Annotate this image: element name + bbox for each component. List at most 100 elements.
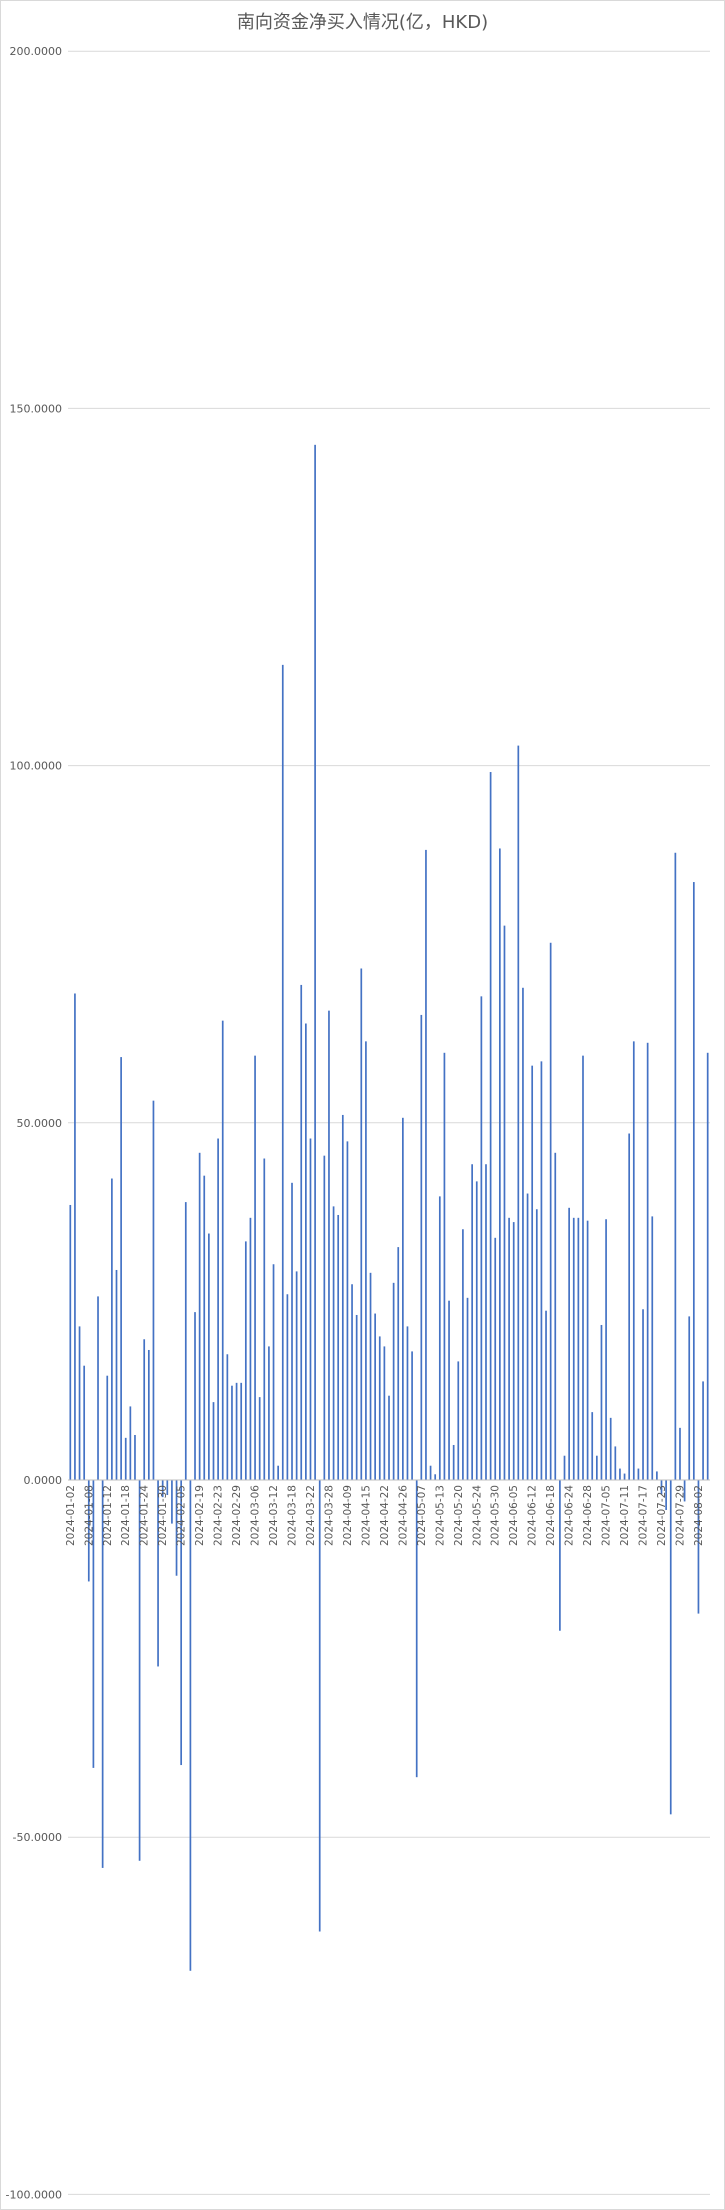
bar — [120, 1057, 122, 1480]
bar — [554, 1152, 557, 1480]
x-tick-label: 2024-06-18 — [545, 1485, 557, 1546]
bar — [341, 1114, 344, 1480]
bar — [143, 1339, 146, 1480]
bar — [138, 1480, 141, 1861]
bar — [559, 1480, 561, 1631]
bar — [457, 1361, 460, 1480]
x-tick-label: 2024-03-22 — [305, 1485, 317, 1546]
y-tick-label: -50.0000 — [13, 1831, 62, 1844]
x-tick-label: 2024-01-24 — [139, 1485, 151, 1546]
bar — [697, 1480, 700, 1614]
bar — [549, 942, 552, 1480]
bar — [198, 1152, 201, 1480]
bar — [258, 1397, 261, 1480]
x-tick-label: 2024-04-26 — [397, 1485, 409, 1546]
bar — [489, 772, 492, 1480]
bar — [646, 1042, 649, 1480]
bar — [69, 1204, 72, 1480]
bar — [378, 1336, 381, 1480]
bar — [535, 1209, 538, 1480]
bar — [263, 1158, 266, 1480]
x-tick-label: 2024-06-12 — [527, 1485, 539, 1546]
bar — [383, 1346, 386, 1480]
x-tick-label: 2024-01-08 — [83, 1485, 95, 1546]
bar — [526, 1193, 529, 1480]
bar — [208, 1233, 210, 1480]
bar — [443, 1052, 446, 1480]
bar — [221, 1020, 224, 1480]
bar — [656, 1471, 658, 1480]
bar — [397, 1247, 400, 1480]
bar — [226, 1354, 229, 1480]
bar — [184, 1202, 187, 1480]
bar — [586, 1220, 589, 1480]
y-tick-label: 0.0000 — [24, 1474, 63, 1487]
x-tick-label: 2024-05-07 — [416, 1485, 428, 1546]
bar — [683, 1480, 686, 1502]
bar — [508, 1217, 510, 1480]
bar — [244, 1241, 247, 1480]
x-tick-label: 2024-08-02 — [693, 1485, 705, 1546]
bar — [124, 1437, 127, 1480]
bar — [600, 1324, 603, 1480]
bar — [268, 1346, 270, 1480]
bar — [175, 1480, 178, 1576]
bar — [429, 1465, 432, 1480]
bar — [194, 1312, 196, 1480]
bar — [152, 1100, 155, 1480]
x-tick-label: 2024-02-05 — [176, 1485, 188, 1546]
bar — [595, 1455, 598, 1480]
x-tick-label: 2024-03-06 — [250, 1485, 262, 1546]
bar — [665, 1480, 667, 1510]
x-tick-label: 2024-06-28 — [582, 1485, 594, 1546]
bars — [69, 444, 709, 1971]
bar — [235, 1382, 238, 1480]
bar — [147, 1349, 150, 1480]
x-tick-label: 2024-03-12 — [268, 1485, 280, 1546]
bar — [92, 1480, 95, 1768]
bar — [231, 1385, 233, 1480]
bar — [642, 1309, 644, 1480]
bar — [406, 1326, 409, 1480]
x-tick-label: 2024-05-13 — [434, 1485, 446, 1546]
bar — [328, 1010, 330, 1480]
bar — [351, 1284, 353, 1480]
bar — [420, 1014, 423, 1480]
bar — [702, 1381, 704, 1480]
gridlines — [68, 50, 710, 2195]
bar — [272, 1264, 275, 1480]
x-tick-label: 2024-04-09 — [342, 1485, 354, 1546]
bar — [355, 1314, 358, 1480]
bar — [572, 1217, 575, 1480]
bar — [415, 1480, 418, 1778]
bar — [628, 1133, 631, 1480]
bar — [517, 745, 520, 1480]
bar — [619, 1468, 621, 1480]
bar — [87, 1480, 90, 1582]
bar — [471, 1164, 473, 1480]
bar — [512, 1222, 515, 1480]
y-axis-labels: 200.0000 150.0000 100.0000 50.0000 0.0000 -50… — [6, 45, 62, 2201]
bar — [577, 1217, 580, 1480]
y-tick-label: 200.0000 — [10, 45, 63, 58]
bar — [171, 1480, 173, 1524]
bar — [240, 1382, 243, 1480]
x-axis-labels: 2024-01-02 2024-01-08 2024-01-12 2024-01-18… — [65, 1485, 705, 1546]
bar — [286, 1294, 289, 1480]
x-tick-label: 2024-02-23 — [213, 1485, 225, 1546]
bar — [360, 968, 363, 1480]
bar — [249, 1217, 252, 1480]
x-tick-label: 2024-07-05 — [601, 1485, 613, 1546]
bar — [212, 1402, 215, 1480]
bar — [425, 849, 427, 1480]
bar — [466, 1297, 469, 1480]
x-tick-label: 2024-01-02 — [65, 1485, 77, 1546]
bar — [157, 1480, 159, 1667]
x-tick-label: 2024-04-22 — [379, 1485, 391, 1546]
bar — [392, 1282, 395, 1480]
bar — [305, 1023, 307, 1480]
bar — [388, 1395, 390, 1480]
bar — [434, 1474, 437, 1480]
